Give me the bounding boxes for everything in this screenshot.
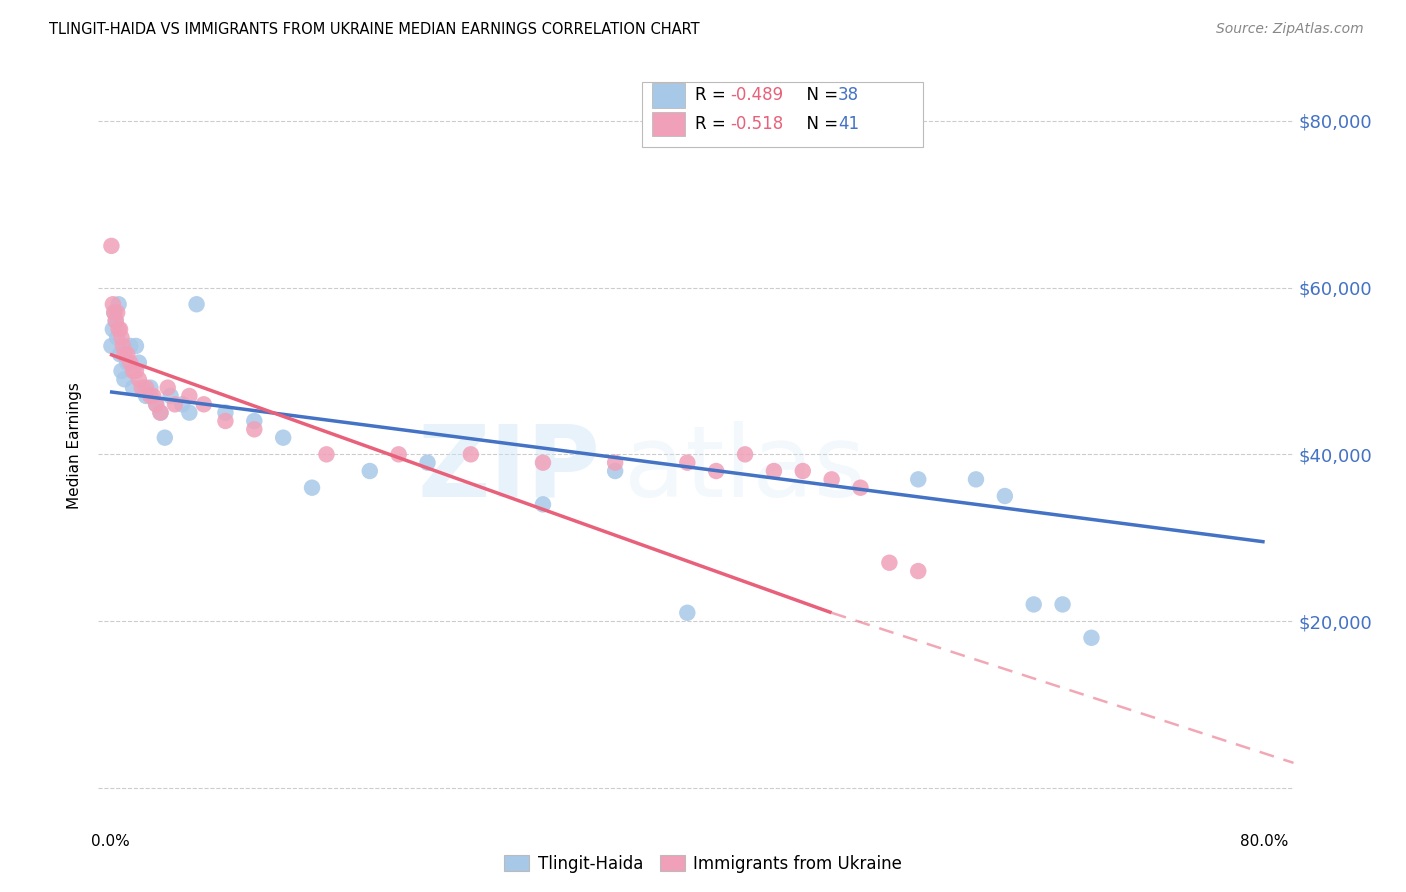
Point <box>125 339 148 353</box>
Point <box>186 297 208 311</box>
Point <box>122 364 145 378</box>
Point <box>103 305 125 319</box>
Point <box>107 297 129 311</box>
Point <box>179 406 201 420</box>
Point <box>243 422 266 436</box>
Point <box>120 339 142 353</box>
Point <box>110 330 132 344</box>
Point <box>145 397 167 411</box>
Point <box>416 456 439 470</box>
Point <box>135 381 157 395</box>
Point <box>128 356 150 370</box>
Point <box>112 372 135 386</box>
Text: -0.518: -0.518 <box>731 115 785 133</box>
Point <box>104 314 127 328</box>
Point <box>139 389 162 403</box>
Point <box>122 381 145 395</box>
Point <box>156 381 179 395</box>
Point <box>531 497 554 511</box>
Point <box>965 472 987 486</box>
Point <box>605 456 627 470</box>
Point <box>145 397 167 411</box>
Point <box>101 322 124 336</box>
Point <box>153 431 176 445</box>
FancyBboxPatch shape <box>652 112 685 136</box>
Legend: Tlingit-Haida, Immigrants from Ukraine: Tlingit-Haida, Immigrants from Ukraine <box>498 848 908 880</box>
Point <box>605 464 627 478</box>
Text: TLINGIT-HAIDA VS IMMIGRANTS FROM UKRAINE MEDIAN EARNINGS CORRELATION CHART: TLINGIT-HAIDA VS IMMIGRANTS FROM UKRAINE… <box>49 22 700 37</box>
Point <box>271 431 294 445</box>
Text: atlas: atlas <box>624 420 866 517</box>
Y-axis label: Median Earnings: Median Earnings <box>67 383 83 509</box>
Point <box>676 456 699 470</box>
Point <box>994 489 1017 503</box>
Point <box>460 447 482 461</box>
Point <box>163 397 186 411</box>
Point <box>111 339 134 353</box>
Point <box>243 414 266 428</box>
Point <box>108 347 131 361</box>
Point <box>1022 598 1045 612</box>
Point <box>107 322 129 336</box>
Point <box>128 372 150 386</box>
Point <box>907 472 929 486</box>
Text: -0.489: -0.489 <box>731 87 783 104</box>
Point <box>315 447 337 461</box>
FancyBboxPatch shape <box>643 81 922 147</box>
Text: R =: R = <box>695 115 731 133</box>
Point <box>117 356 139 370</box>
Text: N =: N = <box>796 87 844 104</box>
Point <box>135 389 157 403</box>
Point <box>820 472 842 486</box>
Text: N =: N = <box>796 115 844 133</box>
Point <box>142 389 165 403</box>
Point <box>149 406 172 420</box>
Point <box>125 364 148 378</box>
Point <box>112 347 135 361</box>
Point <box>120 356 142 370</box>
Point <box>131 381 153 395</box>
Point <box>105 305 128 319</box>
Point <box>149 406 172 420</box>
Point <box>214 414 236 428</box>
Point <box>359 464 381 478</box>
Point <box>100 339 122 353</box>
Text: R =: R = <box>695 87 731 104</box>
Text: ZIP: ZIP <box>418 420 600 517</box>
Point <box>704 464 727 478</box>
Point <box>531 456 554 470</box>
Point <box>734 447 756 461</box>
Point <box>193 397 215 411</box>
Point <box>792 464 814 478</box>
Point <box>676 606 699 620</box>
Point <box>100 239 122 253</box>
Point <box>849 481 872 495</box>
Point <box>1052 598 1074 612</box>
Point <box>117 347 139 361</box>
Text: 38: 38 <box>838 87 859 104</box>
Point <box>301 481 323 495</box>
Point <box>388 447 411 461</box>
Point <box>104 314 127 328</box>
Text: 41: 41 <box>838 115 859 133</box>
Point <box>879 556 901 570</box>
Point <box>108 322 131 336</box>
Point <box>105 330 128 344</box>
Point <box>214 406 236 420</box>
Point <box>103 305 125 319</box>
Point <box>1080 631 1102 645</box>
Point <box>179 389 201 403</box>
Point <box>110 364 132 378</box>
Text: Source: ZipAtlas.com: Source: ZipAtlas.com <box>1216 22 1364 37</box>
Point <box>172 397 194 411</box>
FancyBboxPatch shape <box>652 83 685 108</box>
Point <box>159 389 181 403</box>
Point <box>907 564 929 578</box>
Point <box>139 381 162 395</box>
Point <box>762 464 785 478</box>
Point <box>101 297 124 311</box>
